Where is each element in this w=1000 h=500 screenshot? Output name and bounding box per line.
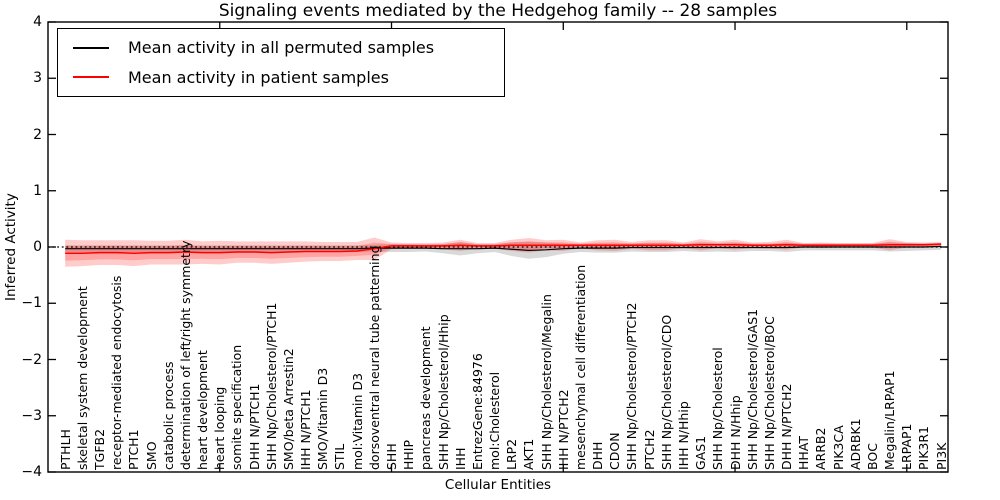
entity-tick-label: PIK3R1	[916, 425, 932, 470]
y-tick-label: −1	[21, 295, 42, 312]
entity-tick-label: IHH N/Hhip	[676, 401, 691, 470]
black-line-swatch-icon	[73, 46, 109, 49]
axes-frame	[47, 21, 949, 473]
entity-tick-label: BOC	[864, 443, 880, 470]
entity-tick-label: TGFB2	[92, 428, 108, 470]
legend-label-permuted: Mean activity in all permuted samples	[128, 38, 435, 58]
entity-tick-label: IHH N/PTCH1	[298, 389, 314, 470]
entity-tick-label: HHIP	[401, 439, 417, 470]
y-tick-label: 3	[33, 70, 42, 87]
entity-tick-label: SMO	[143, 441, 159, 470]
entity-tick-label: ARRB2	[813, 427, 829, 470]
y-tick-label: 0	[33, 239, 42, 255]
entity-tick-label: DHH N/PTCH1	[246, 383, 262, 470]
red-line-swatch-icon	[73, 76, 109, 79]
entity-tick-label: heart development	[195, 350, 211, 470]
legend: Mean activity in all permuted samples Me…	[57, 28, 505, 97]
entity-tick-label: LRPAP1	[899, 423, 915, 470]
entity-tick-label: PTCH1	[126, 429, 142, 470]
patient-mean-line	[65, 243, 942, 254]
permuted-mean-line	[65, 245, 942, 251]
patient-confidence-band-inner	[65, 241, 942, 261]
entity-tick-label: IHH N/PTCH2	[555, 389, 571, 470]
entity-tick-label: SMO/beta Arrestin2	[280, 348, 296, 470]
entity-tick-label: AKT1	[521, 438, 537, 470]
entity-tick-label: SHH Np/Cholesterol/Megalin	[538, 294, 554, 470]
entity-tick-label: determination of left/right symmetry	[177, 240, 193, 471]
entity-tick-label: catabolic process	[160, 361, 176, 470]
entity-tick-label: SHH Np/Cholesterol/Hhip	[435, 314, 451, 470]
y-tick-label: 4	[33, 14, 42, 30]
entity-tick-label: SHH Np/Cholesterol/GAS1	[744, 308, 760, 470]
entity-tick-label: somite specification	[229, 344, 245, 470]
permuted-confidence-band	[65, 241, 942, 259]
x-axis-label: Cellular Entities	[444, 477, 552, 493]
entity-tick-label: SHH Np/Cholesterol/PTCH2	[624, 302, 640, 471]
entity-tick-label: DHH	[590, 441, 606, 470]
y-tick-label: 1	[33, 182, 42, 199]
entity-tick-label: LRP2	[504, 438, 520, 470]
legend-entry-patient: Mean activity in patient samples	[73, 68, 504, 87]
entity-tick-label: pancreas development	[418, 326, 434, 470]
entity-tick-label: skeletal system development	[74, 286, 90, 470]
entity-tick-label: EntrezGene:84976	[469, 353, 485, 470]
entity-tick-label: SHH Np/Cholesterol/PTCH1	[263, 302, 279, 471]
chart-title: Signaling events mediated by the Hedgeho…	[218, 1, 778, 21]
entity-tick-label: mol:Vitamin D3	[349, 373, 365, 470]
entity-tick-label: DHH N/PTCH2	[779, 383, 795, 470]
y-tick-label: 2	[33, 126, 42, 143]
entity-tick-label: ADRBK1	[847, 418, 863, 470]
entity-tick-label: dorsoventral neural tube patterning	[366, 245, 382, 471]
entity-tick-label: HHAT	[796, 435, 812, 470]
entity-tick-label: heart looping	[212, 386, 228, 470]
legend-entry-permuted: Mean activity in all permuted samples	[73, 38, 504, 57]
entity-tick-label: SHH Np/Cholesterol/CDO	[658, 314, 674, 470]
entity-tick-label: GAS1	[693, 435, 709, 470]
entity-tick-label: PTCH2	[641, 429, 657, 470]
y-tick-label: −4	[21, 464, 42, 480]
legend-label-patient: Mean activity in patient samples	[128, 67, 389, 87]
entity-tick-label: receptor-mediated endocytosis	[109, 275, 125, 470]
entity-tick-label: SMO/Vitamin D3	[315, 367, 331, 470]
entity-tick-label: PI3K	[933, 442, 949, 470]
entity-tick-label: mesenchymal cell differentiation	[572, 264, 588, 470]
entity-tick-label: Megalin/LRPAP1	[882, 370, 898, 470]
entity-tick-label: CDON	[607, 432, 623, 470]
y-tick-label: −2	[21, 351, 42, 368]
entity-tick-label: SHH Np/Cholesterol	[710, 347, 726, 470]
entity-tick-label: PTHLH	[57, 429, 73, 470]
entity-tick-label: IHH	[452, 447, 468, 471]
entity-tick-label: SHH	[384, 443, 399, 470]
entity-tick-label: PIK3CA	[830, 425, 846, 470]
entity-tick-label: STIL	[332, 443, 348, 470]
entity-tick-label: DHH N/Hhip	[727, 395, 743, 470]
y-tick-label: −3	[21, 407, 42, 424]
entity-tick-label: mol:Cholesterol	[487, 371, 503, 470]
entity-tick-label: SHH Np/Cholesterol/BOC	[761, 316, 777, 470]
